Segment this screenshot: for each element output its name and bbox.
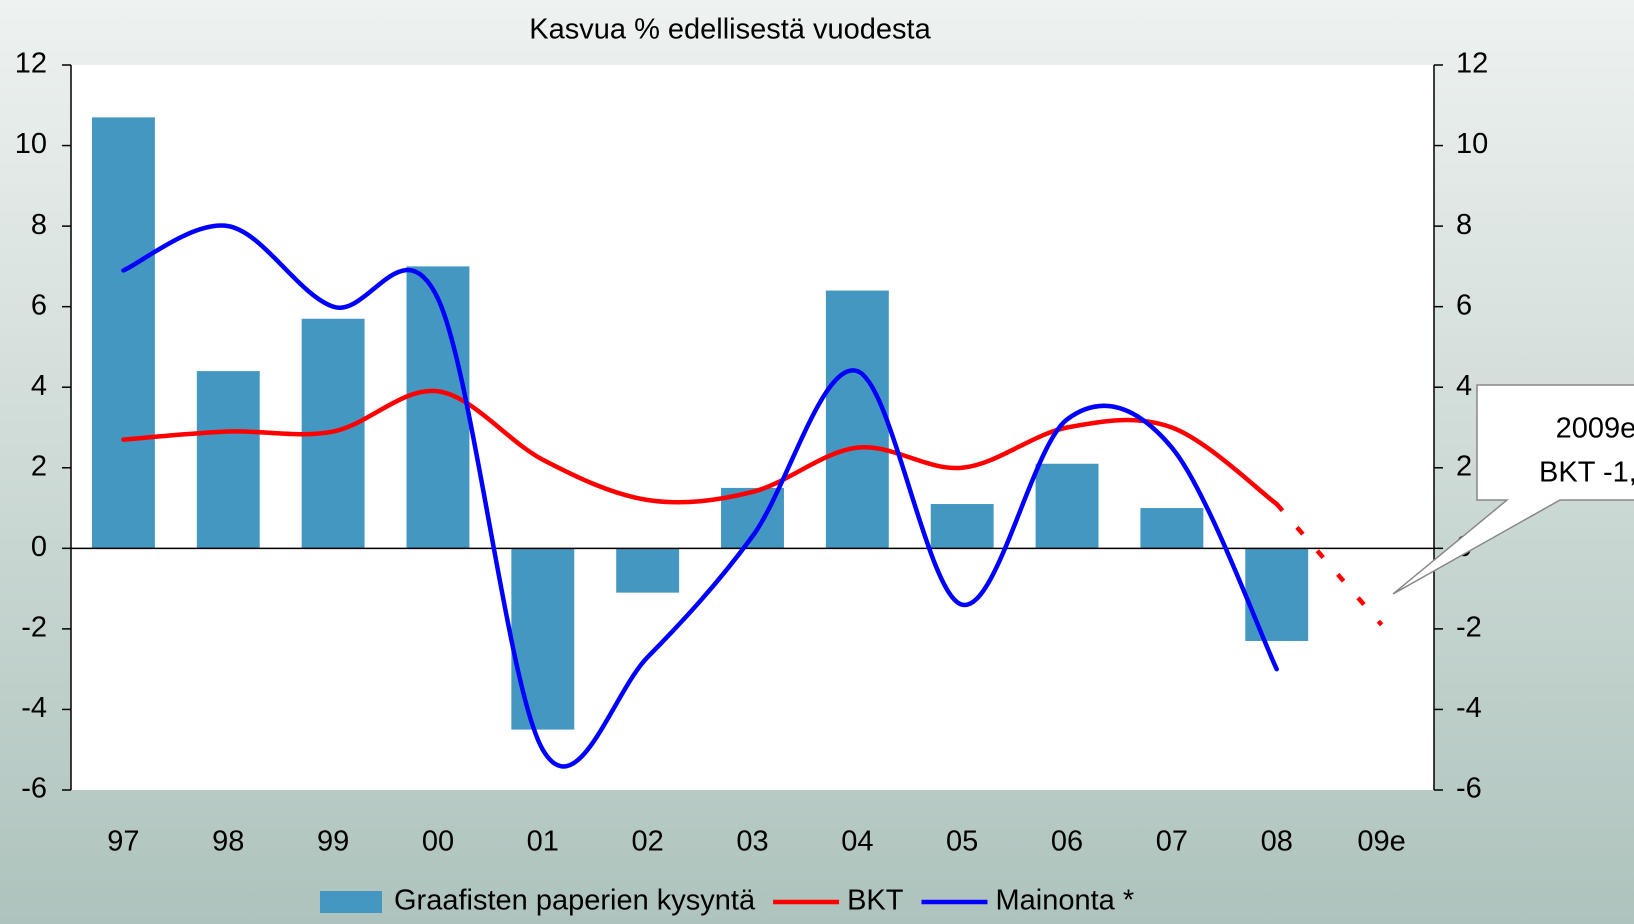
y2-tick-label: 12 xyxy=(1456,48,1488,80)
x-tick-label: 01 xyxy=(527,826,559,858)
y-tick-label: 0 xyxy=(31,531,47,563)
y-tick-label: 2 xyxy=(31,450,47,482)
plot-area xyxy=(71,65,1434,790)
legend-label: Mainonta * xyxy=(996,885,1135,917)
bar xyxy=(196,371,260,549)
x-tick-label: 07 xyxy=(1156,826,1188,858)
x-tick-label: 99 xyxy=(317,826,349,858)
y-tick-label: -2 xyxy=(21,612,47,644)
y-tick-label: 8 xyxy=(31,209,47,241)
x-tick-label: 06 xyxy=(1051,826,1083,858)
y-tick-label: 12 xyxy=(15,48,47,80)
legend-swatch xyxy=(320,891,382,913)
line-series xyxy=(121,388,1279,507)
annotation-text: 2009e xyxy=(1556,413,1634,445)
x-tick-label: 04 xyxy=(841,826,873,858)
x-tick-label: 00 xyxy=(422,826,454,858)
y-tick-label: 4 xyxy=(31,370,47,402)
chart-title: Kasvua % edellisestä vuodesta xyxy=(529,14,931,46)
y-tick-label: -6 xyxy=(21,773,47,805)
y-tick-label: -4 xyxy=(21,692,47,724)
x-tick-label: 98 xyxy=(212,826,244,858)
legend-item: BKT xyxy=(773,885,904,917)
callout: 2009e BKT -1,9 xyxy=(1392,384,1634,595)
y2-tick-label: -4 xyxy=(1456,692,1482,724)
y2-tick-label: 2 xyxy=(1456,450,1472,482)
bar xyxy=(1140,508,1204,549)
y-tick-label: 10 xyxy=(15,128,47,160)
y2-tick-label: 8 xyxy=(1456,209,1472,241)
bar xyxy=(930,504,994,549)
x-tick-label: 97 xyxy=(107,826,139,858)
bar xyxy=(91,117,155,549)
annotation-text: BKT -1,9 xyxy=(1539,457,1634,489)
x-tick-label: 03 xyxy=(736,826,768,858)
x-tick-label: 09e xyxy=(1357,826,1405,858)
bar xyxy=(1035,463,1099,549)
bar xyxy=(825,290,889,549)
y2-tick-label: 6 xyxy=(1456,289,1472,321)
x-tick-label: 05 xyxy=(946,826,978,858)
x-tick-label: 02 xyxy=(632,826,664,858)
bar xyxy=(616,548,680,593)
bar xyxy=(1245,548,1309,641)
y2-tick-label: -2 xyxy=(1456,612,1482,644)
legend-label: BKT xyxy=(847,885,904,917)
x-tick-label: 08 xyxy=(1261,826,1293,858)
legend-label: Graafisten paperien kysyntä xyxy=(394,885,756,917)
y2-tick-label: 10 xyxy=(1456,128,1488,160)
bar xyxy=(406,266,470,549)
bar xyxy=(511,548,575,730)
legend-item: Mainonta * xyxy=(921,885,1135,917)
line-series xyxy=(121,223,1279,769)
y2-tick-label: 4 xyxy=(1456,370,1472,402)
y-tick-label: 6 xyxy=(31,289,47,321)
callout-box xyxy=(1392,384,1634,595)
legend-item: Graafisten paperien kysyntä xyxy=(320,885,756,917)
y2-tick-label: -6 xyxy=(1456,773,1482,805)
